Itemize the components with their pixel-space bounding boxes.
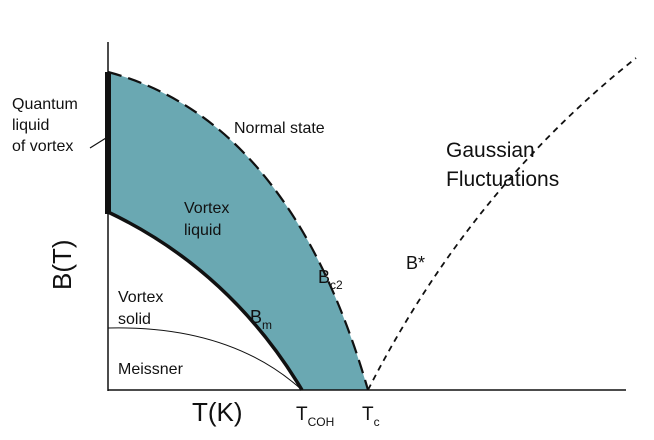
gaussian-label: Gaussian [446, 139, 535, 162]
vortex-liquid-label-2: liquid [184, 222, 221, 239]
y-axis-label: B(T) [47, 239, 77, 290]
bstar-curve [367, 57, 637, 391]
vortex-liquid-label-1: Vortex [184, 200, 229, 217]
vortex-solid-label-2: solid [118, 311, 151, 328]
quantum-label-2: liquid [12, 117, 49, 134]
bstar-label: B* [406, 253, 425, 273]
quantum-label-1: Quantum [12, 96, 78, 113]
vortex-liquid-region [108, 72, 368, 390]
bc2-label: Bc2 [318, 267, 343, 292]
meissner-label: Meissner [118, 361, 184, 378]
bm-label: Bm [250, 307, 272, 332]
bc2-curve [107, 70, 370, 391]
vortex-solid-label-1: Vortex [118, 289, 163, 306]
fluctuations-label: Fluctuations [446, 168, 559, 191]
meissner-curve [107, 327, 303, 391]
x-axis-label: T(K) [192, 397, 243, 427]
tcoh-label: TCOH [296, 404, 334, 429]
bm-curve [107, 210, 304, 391]
quantum-label-3: of vortex [12, 138, 73, 155]
normal-state-label: Normal state [234, 120, 325, 137]
quantum-pointer [89, 137, 107, 149]
tc-label: Tc [362, 404, 380, 429]
